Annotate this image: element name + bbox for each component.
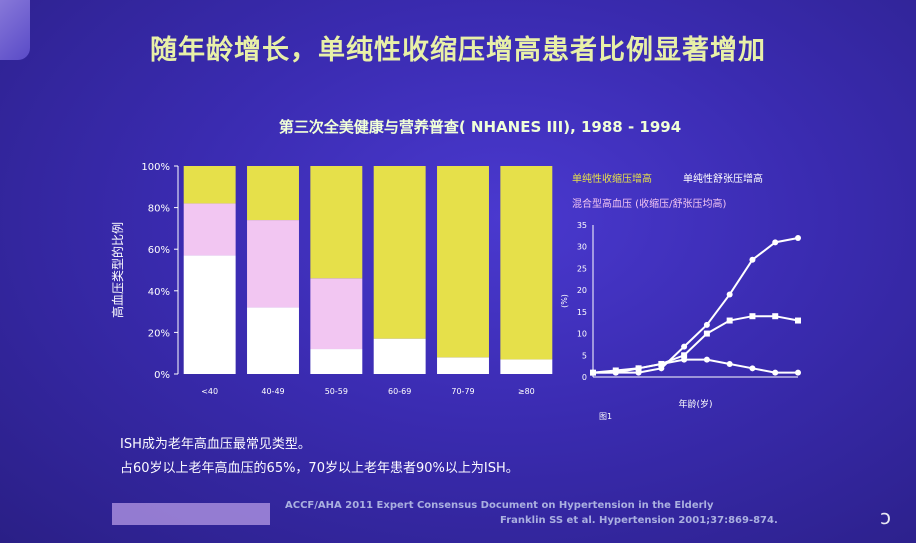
figure-caption: 图1 <box>599 412 612 420</box>
y-tick-label: 5 <box>582 351 587 360</box>
bar-segment-isolated-diastolic <box>310 349 363 374</box>
bar-segment-isolated-diastolic <box>373 338 426 374</box>
data-point <box>795 317 801 324</box>
x-tick-label: 70-79 <box>451 387 474 396</box>
data-point <box>726 360 733 367</box>
data-point <box>772 313 779 320</box>
y-axis-label: 高血压类型的比例 <box>110 222 125 318</box>
bar-segment-combined <box>310 278 363 350</box>
data-point <box>795 235 801 242</box>
data-point <box>681 343 688 350</box>
x-axis-label: 年龄(岁) <box>678 398 712 410</box>
chart-title: 第三次全美健康与营养普查( NHANES III), 1988 - 1994 <box>278 118 682 136</box>
y-tick-label: 100% <box>141 162 170 173</box>
data-point <box>612 369 619 376</box>
data-point <box>681 356 688 363</box>
x-tick-label: <40 <box>201 387 218 396</box>
data-point <box>749 256 756 263</box>
data-point <box>795 369 801 376</box>
slide-title: 随年龄增长，单纯性收缩压增高患者比例显著增加 <box>150 35 766 66</box>
y-tick-label: 20 <box>577 286 587 295</box>
bar-segment-combined <box>247 220 299 308</box>
bar-segment-isolated-diastolic <box>437 357 489 374</box>
data-point <box>772 369 779 376</box>
footnote-line-2: 占60岁以上老年高血压的65%，70岁以上老年患者90%以上为ISH。 <box>120 461 519 476</box>
data-point <box>749 313 756 320</box>
data-point <box>749 365 756 372</box>
bar-segment-isolated-diastolic <box>500 359 553 374</box>
footnote-line-1: ISH成为老年高血压最常见类型。 <box>120 437 311 452</box>
line-series <box>593 237 799 374</box>
bar-segment-isolated-systolic <box>247 166 299 221</box>
x-tick-label: ≥80 <box>518 387 535 396</box>
y-tick-label: 10 <box>577 330 587 339</box>
data-point <box>590 369 596 376</box>
y-tick-label: 0% <box>154 370 170 381</box>
bar-segment-isolated-systolic <box>183 166 236 204</box>
citation-line-1: ACCF/AHA 2011 Expert Consensus Document … <box>285 500 714 511</box>
data-point <box>726 291 733 298</box>
y-tick-label: 25 <box>577 264 587 273</box>
data-point <box>681 352 688 359</box>
data-point <box>772 239 779 246</box>
data-point <box>635 365 642 372</box>
bar-segment-isolated-diastolic <box>247 307 299 374</box>
y-tick-label: 20% <box>148 328 170 339</box>
citation-line-2: Franklin SS et al. Hypertension 2001;37:… <box>500 515 778 526</box>
y-axis-label: (%) <box>560 294 569 308</box>
data-point <box>703 330 710 337</box>
y-tick-label: 15 <box>577 308 587 317</box>
data-point <box>726 317 733 324</box>
data-point <box>703 321 710 328</box>
curl-icon: ↄ <box>880 505 891 529</box>
legend-isolated-diastolic: 单纯性舒张压增高 <box>683 174 763 185</box>
blurred-region <box>112 503 270 525</box>
data-point <box>703 356 710 363</box>
y-tick-label: 0 <box>582 373 587 382</box>
bar-segment-isolated-systolic <box>310 166 363 279</box>
y-tick-label: 30 <box>577 243 587 252</box>
bar-segment-combined <box>183 203 236 256</box>
x-tick-label: 60-69 <box>388 387 411 396</box>
data-point <box>658 360 665 367</box>
bar-segment-isolated-diastolic <box>183 255 236 374</box>
bar-segment-isolated-systolic <box>500 166 553 360</box>
x-tick-label: 40-49 <box>261 387 284 396</box>
bar-segment-isolated-systolic <box>373 166 426 339</box>
y-tick-label: 40% <box>148 287 170 298</box>
legend-combined: 混合型高血压 (收缩压/舒张压均高) <box>572 199 727 210</box>
y-tick-label: 35 <box>577 221 587 230</box>
line-series <box>592 315 799 374</box>
bar-segment-isolated-systolic <box>437 166 489 358</box>
line-series <box>593 358 798 374</box>
window-corner-artifact <box>0 0 30 60</box>
y-tick-label: 60% <box>148 245 170 256</box>
x-tick-label: 50-59 <box>325 387 348 396</box>
legend-isolated-systolic: 单纯性收缩压增高 <box>572 174 652 185</box>
stacked-bar-chart: 高血压类型的比例 0% 20% 40% 60% 80% 100% <40 40-49 50-59 6… <box>110 162 553 396</box>
line-chart: 0 5 10 15 20 25 30 35 (%) 年龄(岁) 图1 <box>560 221 801 420</box>
y-tick-label: 80% <box>148 204 170 215</box>
